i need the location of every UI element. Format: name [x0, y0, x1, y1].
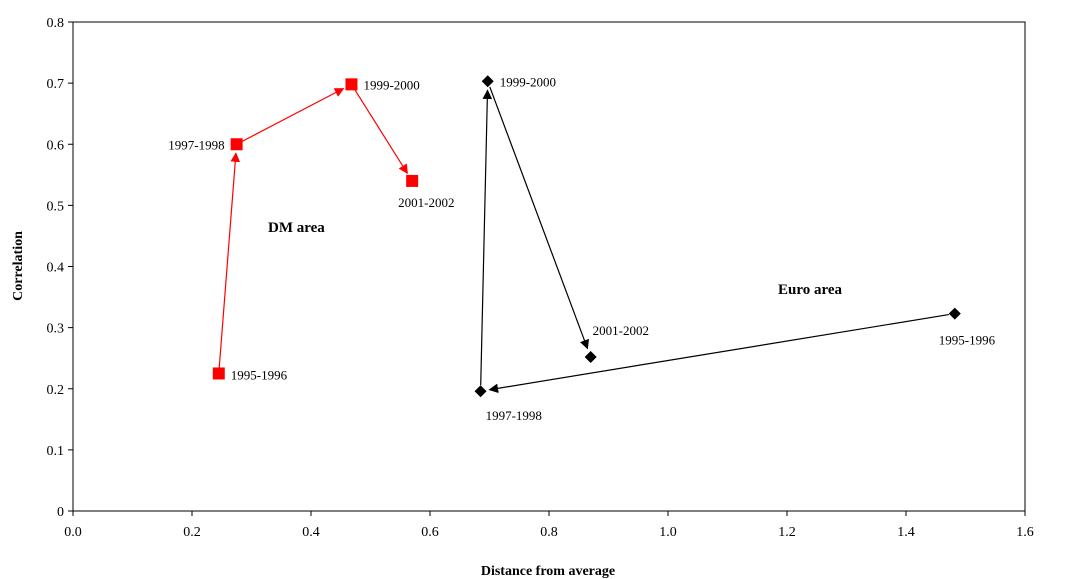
data-point-square: [230, 138, 243, 151]
data-point-diamond: [948, 307, 961, 320]
y-tick-label: 0.1: [47, 444, 65, 459]
trajectory-arrow: [354, 89, 408, 175]
euro-area-label: Euro area: [778, 282, 843, 298]
x-tick-label: 0.2: [183, 525, 201, 540]
x-tick-label: 0.6: [421, 525, 439, 540]
y-tick-label: 0.4: [47, 261, 65, 276]
x-tick-label: 1.0: [659, 525, 677, 540]
y-tick-label: 0.5: [47, 199, 65, 214]
data-point-diamond: [584, 350, 597, 363]
data-point-square: [345, 78, 358, 91]
x-tick-label: 0.8: [540, 525, 558, 540]
point-label: 1995-1996: [231, 367, 288, 382]
y-tick-label: 0.7: [47, 77, 65, 92]
y-tick-label: 0.3: [47, 322, 65, 337]
x-axis-ticks: 0.0 0.2 0.4 0.6 0.8 1.0 1.2 1.4 1.6: [64, 511, 1034, 540]
y-tick-label: 0.6: [47, 138, 65, 153]
point-label: 1999-2000: [500, 74, 556, 89]
point-label: 2001-2002: [398, 195, 454, 210]
point-label: 1999-2000: [363, 77, 419, 92]
data-point-square: [212, 367, 225, 380]
x-tick-label: 1.2: [778, 525, 796, 540]
y-tick-label: 0: [57, 505, 64, 520]
dm-area-label: DM area: [268, 220, 325, 236]
point-label: 1995-1996: [939, 333, 996, 348]
x-tick-label: 0.4: [302, 525, 320, 540]
trajectory-arrow: [489, 86, 589, 350]
y-tick-label: 0.2: [47, 383, 65, 398]
point-label: 1997-1998: [486, 408, 542, 423]
series-layer: 1995-19961997-19981999-20002001-20021995…: [168, 74, 995, 423]
series-euro-area: 1995-1996 1997-1998 1999-2000 2001-2002: [474, 74, 996, 423]
y-axis-ticks: 0 0.1 0.2 0.3 0.4 0.5 0.6 0.7 0.8: [47, 16, 73, 520]
y-axis-title: Correlation: [11, 231, 26, 301]
data-point-diamond: [481, 75, 494, 88]
plot-area: [72, 21, 1026, 512]
trajectory-arrow: [241, 87, 345, 143]
x-tick-label: 0.0: [64, 525, 82, 540]
data-point-square: [406, 174, 419, 187]
point-label: 1997-1998: [168, 137, 224, 152]
trajectory-arrow: [488, 313, 949, 394]
x-tick-label: 1.4: [897, 525, 915, 540]
trajectory-arrow: [218, 152, 241, 368]
y-tick-label: 0.8: [47, 16, 65, 31]
x-axis-title: Distance from average: [481, 564, 615, 579]
data-point-diamond: [474, 385, 487, 398]
x-tick-label: 1.6: [1016, 525, 1034, 540]
series-dm-area: 1995-1996 1997-1998 1999-2000 2001-2002: [168, 77, 454, 382]
trajectory-arrow: [480, 89, 493, 386]
point-label: 2001-2002: [593, 323, 649, 338]
